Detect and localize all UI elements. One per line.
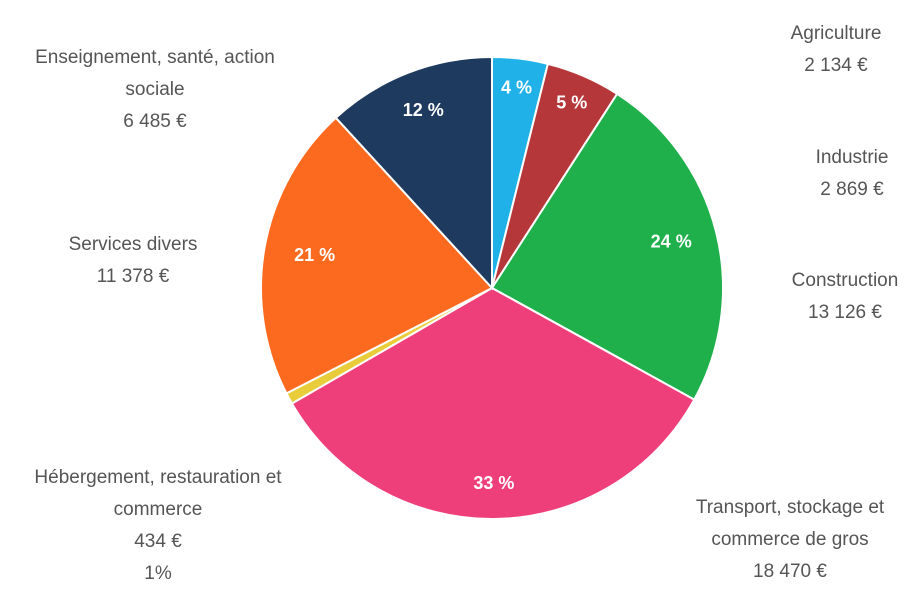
category-name: Construction [791, 270, 899, 291]
amount-label: 434 € [134, 531, 182, 552]
slice-percent-label: 33 % [473, 473, 514, 493]
amount-label: 18 470 € [753, 561, 827, 582]
category-label: Transport, stockage et commerce de gros 1… [665, 492, 915, 588]
category-label: Industrie 2 869 € [752, 142, 915, 206]
category-name: Transport, stockage et commerce de gros [695, 497, 885, 550]
percent-label: 1% [144, 563, 172, 584]
category-name: Hébergement, restauration et commerce [34, 467, 282, 520]
category-name: Agriculture [790, 23, 882, 44]
slice-percent-label: 4 % [501, 77, 532, 97]
slice-percent-label: 12 % [403, 100, 444, 120]
amount-label: 2 134 € [804, 55, 868, 76]
slice-percent-label: 24 % [651, 232, 692, 252]
category-label: Services divers 11 378 € [8, 229, 258, 293]
category-name: Services divers [68, 234, 198, 255]
category-label: Construction 13 126 € [745, 265, 915, 329]
category-label: Enseignement, santé, action sociale 6 485… [25, 42, 285, 138]
category-name: Enseignement, santé, action sociale [35, 47, 275, 100]
pie-slice [260, 116, 494, 395]
amount-label: 13 126 € [808, 302, 882, 323]
slice-percent-label: 21 % [294, 245, 335, 265]
pie-slice [334, 55, 493, 291]
pie-slice [490, 92, 724, 401]
category-name: Industrie [815, 147, 889, 168]
category-label: Agriculture 2 134 € [736, 18, 915, 82]
category-label: Hébergement, restauration et commerce 434… [8, 462, 308, 590]
amount-label: 11 378 € [96, 266, 170, 287]
amount-label: 2 869 € [820, 179, 884, 200]
amount-label: 6 485 € [123, 111, 187, 132]
slice-percent-label: 5 % [556, 92, 587, 112]
